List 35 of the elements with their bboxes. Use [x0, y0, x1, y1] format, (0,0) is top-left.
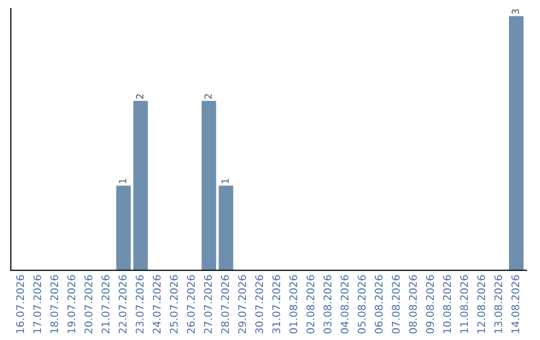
x-tick-label: 05.08.2026 [358, 275, 366, 334]
x-tick-label: 18.07.2026 [50, 275, 58, 333]
x-tick-label: 16.07.2026 [16, 275, 24, 333]
x-tick-label: 29.07.2026 [238, 275, 246, 334]
x-tick-label: 28.07.2026 [221, 275, 229, 334]
x-tick-label: 09.08.2026 [426, 275, 434, 334]
x-tick-label: 23.07.2026 [136, 275, 144, 334]
x-tick-label: 30.07.2026 [255, 275, 264, 334]
x-tick-label: 13.08.2026 [494, 275, 502, 333]
x-tick-label: 11.08.2026 [460, 275, 468, 333]
x-tick-label: 19.07.2026 [67, 275, 76, 333]
x-tick-label: 12.08.2026 [477, 275, 486, 333]
x-tick-label: 31.07.2026 [272, 275, 280, 334]
data-label: 1 [119, 178, 126, 184]
x-tick-label: 24.07.2026 [152, 275, 161, 334]
x-tick-label: 06.08.2026 [374, 275, 383, 334]
x-tick-label: 10.08.2026 [443, 275, 451, 333]
data-label: 2 [204, 94, 212, 99]
data-label: 2 [136, 94, 144, 99]
data-label: 3 [512, 9, 520, 14]
x-tick-label: 07.08.2026 [392, 275, 400, 334]
data-label: 1 [222, 178, 229, 184]
x-tick-label: 04.08.2026 [340, 275, 349, 334]
x-tick-label: 02.08.2026 [306, 275, 314, 334]
x-tick-label: 14.08.2026 [511, 275, 520, 333]
x-tick-label: 01.08.2026 [289, 275, 298, 334]
x-tick-label: 03.08.2026 [324, 275, 332, 334]
x-tick-label: 21.07.2026 [102, 275, 110, 334]
x-tick-label: 08.08.2026 [408, 275, 417, 334]
x-tick-label: 25.07.2026 [170, 275, 178, 334]
x-tick-label: 17.07.2026 [33, 275, 42, 333]
x-tick-label: 26.07.2026 [186, 275, 195, 334]
x-tick-label: 20.07.2026 [84, 275, 92, 334]
x-tick-label: 22.07.2026 [118, 275, 127, 334]
x-tick-label: 27.07.2026 [204, 275, 212, 334]
